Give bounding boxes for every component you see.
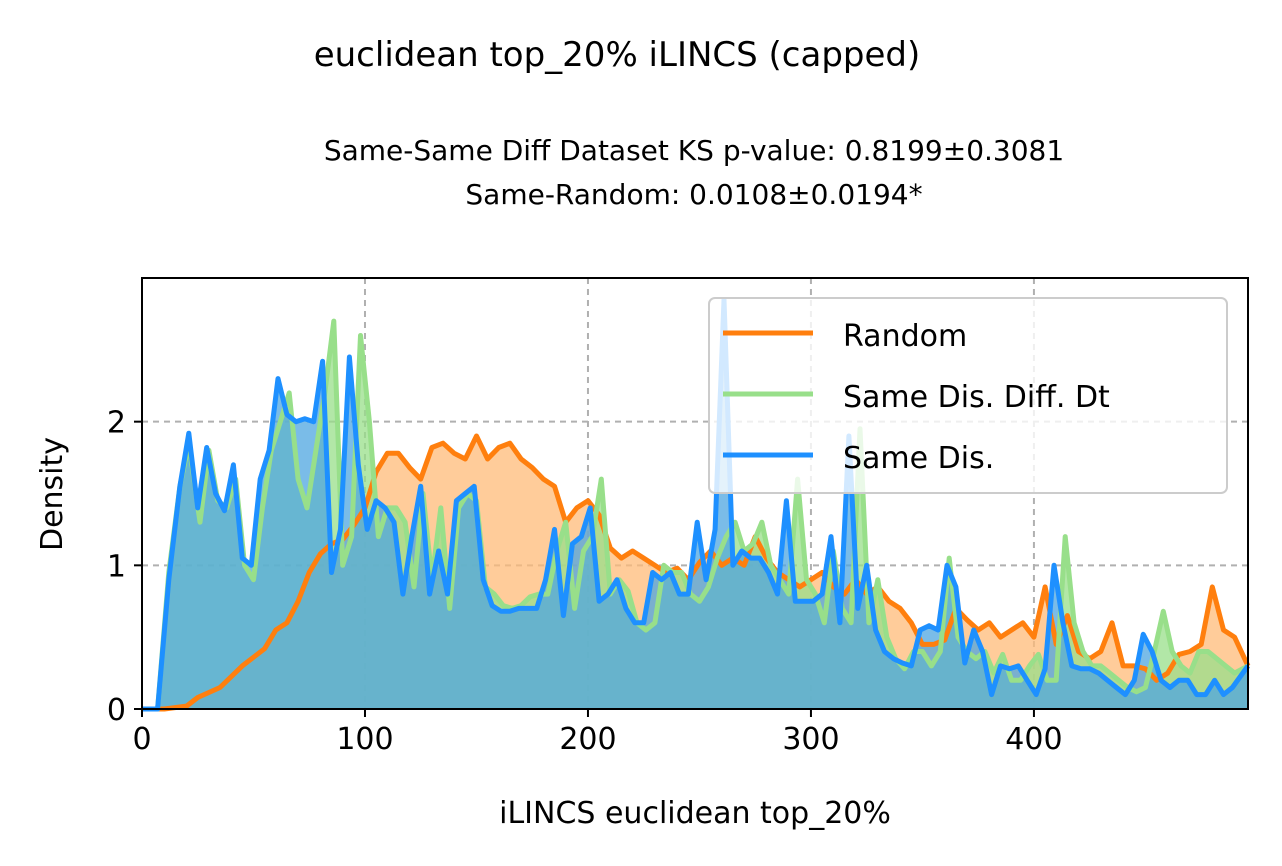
y-tick-label: 1: [107, 549, 126, 584]
x-tick-label: 0: [132, 722, 151, 757]
series-line-same-dis-diff-dt: [142, 318, 1250, 712]
series-fill-same-dis: [142, 299, 1248, 709]
chart-title: euclidean top_20% iLINCS (capped): [314, 35, 921, 75]
x-tick-label: 300: [782, 722, 839, 757]
x-tick-label: 100: [336, 722, 393, 757]
y-tick-label: 2: [107, 406, 126, 441]
chart-subtitle-line-2: Same-Random: 0.0108±0.0194*: [465, 178, 922, 211]
legend-box: [708, 297, 1228, 494]
chart-subtitle-line-1: Same-Same Diff Dataset KS p-value: 0.819…: [324, 134, 1064, 167]
legend-label-same-dis-diff-dt: Same Dis. Diff. Dt: [843, 380, 1110, 415]
x-tick-label: 200: [559, 722, 616, 757]
legend-label-same-dis: Same Dis.: [843, 441, 994, 476]
series-line-same-dis: [142, 297, 1251, 712]
legend: Random Same Dis. Diff. Dt Same Dis.: [708, 297, 1228, 494]
axis-ticks: 0 100 200 300 400 0 1 2: [107, 406, 1063, 757]
plot-frame: [141, 277, 1249, 710]
x-axis-label: iLINCS euclidean top_20%: [499, 796, 891, 831]
y-tick-label: 0: [107, 693, 126, 728]
series-layer: [142, 297, 1251, 712]
legend-label-random: Random: [843, 319, 967, 354]
x-tick-label: 400: [1005, 722, 1062, 757]
y-axis-label: Density: [35, 437, 70, 551]
